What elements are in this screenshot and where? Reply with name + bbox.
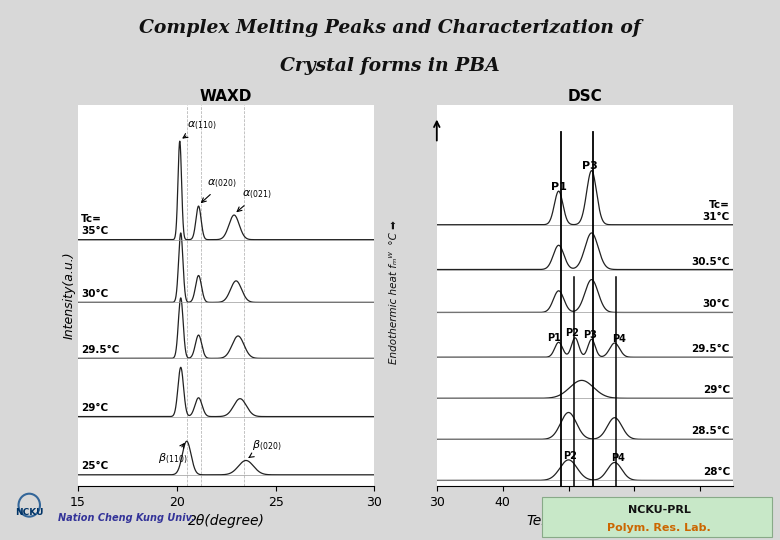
Text: 30.5°C: 30.5°C [691,256,730,267]
Text: 29°C: 29°C [81,403,108,413]
Text: 30°C: 30°C [703,300,730,309]
Text: 28°C: 28°C [703,468,730,477]
Text: 29.5°C: 29.5°C [81,345,119,355]
Text: 29°C: 29°C [703,386,730,395]
Text: Polym. Res. Lab.: Polym. Res. Lab. [607,523,711,533]
Text: 25°C: 25°C [81,461,108,471]
Text: P1: P1 [551,181,566,192]
Text: $\beta_{(020)}$: $\beta_{(020)}$ [249,438,282,457]
Text: P4: P4 [611,453,625,463]
Text: P3: P3 [583,161,598,171]
Text: $\alpha_{(020)}$: $\alpha_{(020)}$ [201,178,237,202]
Text: Endothermic heat fₘᵂ  °C ➡: Endothermic heat fₘᵂ °C ➡ [389,220,399,363]
Text: P1: P1 [547,333,561,343]
Text: P2: P2 [565,328,579,339]
Text: Complex Melting Peaks and Characterization of: Complex Melting Peaks and Characterizati… [139,19,641,37]
Text: $\alpha_{(021)}$: $\alpha_{(021)}$ [237,188,271,212]
Text: P3: P3 [583,330,597,340]
Text: 28.5°C: 28.5°C [691,427,730,436]
Text: Crystal forms in PBA: Crystal forms in PBA [280,57,500,75]
Title: WAXD: WAXD [200,89,253,104]
Text: Nation Cheng Kung Univ.: Nation Cheng Kung Univ. [58,514,196,523]
Text: NCKU: NCKU [15,508,44,517]
X-axis label: 2θ(degree): 2θ(degree) [188,514,264,528]
Text: 29.5°C: 29.5°C [692,344,730,354]
Text: P4: P4 [612,334,626,343]
Text: $\beta_{(110)}$: $\beta_{(110)}$ [158,443,187,467]
Text: $\alpha_{(110)}$: $\alpha_{(110)}$ [183,119,216,138]
Text: Tc=
35°C: Tc= 35°C [81,214,108,236]
Text: 30°C: 30°C [81,289,108,299]
Y-axis label: Intensity(a.u.): Intensity(a.u.) [62,252,75,340]
Text: P2: P2 [563,451,576,461]
X-axis label: Temperature(°C): Temperature(°C) [526,514,643,528]
Text: NCKU-PRL: NCKU-PRL [628,505,690,515]
Text: Tc=
31°C: Tc= 31°C [703,200,730,222]
Title: DSC: DSC [568,89,602,104]
